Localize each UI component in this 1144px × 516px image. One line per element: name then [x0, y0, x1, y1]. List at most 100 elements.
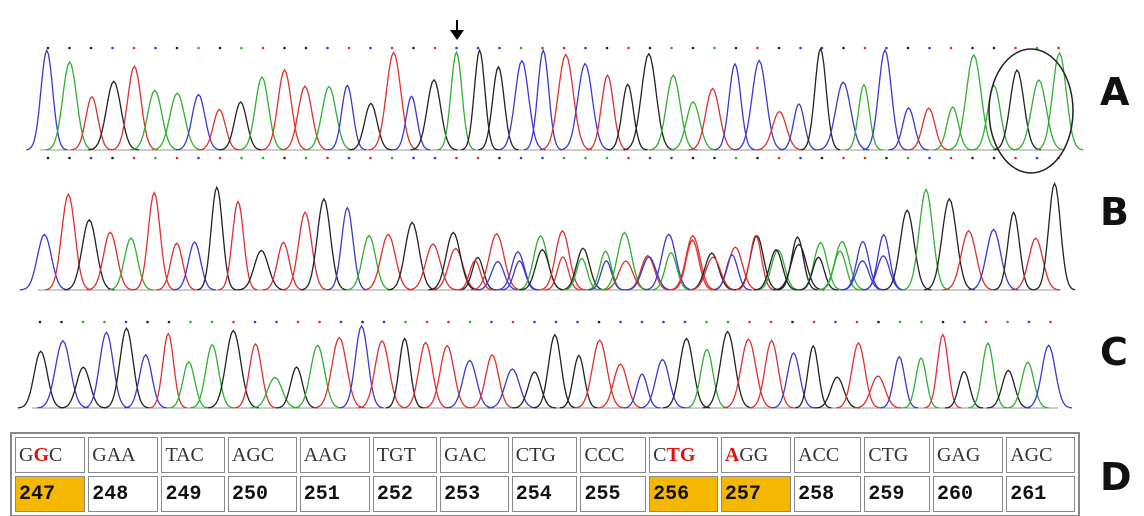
trace-peak [478, 65, 519, 151]
trace-peak [149, 332, 188, 409]
position-cell: 260 [932, 476, 1004, 512]
base-call-dot [562, 46, 566, 50]
trace-peak [702, 330, 753, 409]
codon-text: G [33, 443, 50, 466]
base-call-dot [468, 320, 472, 324]
trace-peak [942, 229, 995, 291]
trace-peak [748, 339, 795, 409]
base-call-dot [218, 156, 222, 160]
trace-peak [639, 358, 686, 409]
base-call-dot [447, 320, 450, 324]
codon-cell: TAC [161, 437, 225, 473]
trace-peak [559, 62, 611, 151]
base-call-dot [928, 156, 931, 160]
panel-label: B [1100, 190, 1129, 234]
trace-peak [734, 59, 784, 151]
trace-peak [902, 188, 950, 291]
base-call-dot [906, 46, 910, 50]
panel-label: A [1100, 70, 1130, 114]
base-call-dot [670, 46, 673, 50]
trace-peak [968, 228, 1019, 291]
base-call-dot [326, 156, 329, 160]
arrow-head [450, 30, 464, 40]
trace-peak [345, 234, 393, 291]
trace-peak [445, 359, 494, 409]
base-call-dot [111, 156, 114, 160]
trace-peak [392, 95, 431, 151]
base-call-dot [554, 320, 558, 324]
trace-peak [495, 250, 540, 291]
highlight-circle [988, 48, 1074, 174]
base-call-dot [971, 156, 974, 160]
base-call-dot [476, 46, 480, 50]
base-call-dot [38, 320, 42, 324]
trace-peak [45, 60, 94, 151]
trace-peak [60, 366, 107, 409]
base-call-dot [877, 320, 880, 324]
base-call-dot [648, 156, 652, 160]
trace-peak [649, 74, 698, 151]
trace-peak [234, 342, 277, 409]
codon-text: GG [739, 443, 769, 466]
trace-peak [544, 256, 582, 291]
base-call-dot [597, 320, 601, 324]
trace-peak [888, 106, 929, 151]
trace-peak [1025, 344, 1072, 409]
base-call-dot [863, 156, 867, 160]
trace-peak [207, 329, 259, 409]
base-call-dot [318, 320, 321, 324]
trace-peak [26, 48, 68, 151]
base-call-dot [541, 156, 544, 160]
trace-peak [108, 237, 154, 291]
base-call-dot [992, 156, 996, 160]
base-call-dot [498, 156, 501, 160]
codon-cell: AGC [227, 437, 297, 473]
base-call-dot [834, 320, 837, 324]
base-call-dot [713, 46, 716, 50]
base-call-dot [820, 156, 824, 160]
trace-peak [70, 95, 114, 151]
trace-peak [133, 191, 176, 291]
trace-peak [1035, 51, 1084, 151]
trace-peak [498, 59, 546, 151]
trace-peak [735, 234, 776, 291]
base-call-dot [777, 46, 781, 50]
base-call-dot [1057, 46, 1060, 50]
base-call-dot [863, 46, 867, 50]
trace-peak [563, 257, 601, 291]
trace-peak [64, 218, 115, 291]
trace-peak [533, 333, 577, 409]
base-call-dot [326, 46, 329, 50]
codon-text: CTG [868, 443, 909, 466]
trace-peak [670, 239, 715, 291]
trace-peak [596, 363, 644, 409]
base-call-dot [576, 320, 579, 324]
base-call-dot [562, 156, 566, 160]
trace-peak [712, 253, 752, 291]
base-call-dot [60, 320, 63, 324]
codon-text: A [724, 443, 740, 466]
base-call-dot [146, 320, 149, 324]
base-call-dot [683, 320, 687, 324]
trace-peak [410, 78, 458, 151]
position-cell: 248 [88, 476, 159, 512]
base-call-dot [433, 156, 437, 160]
trace-peak [574, 339, 625, 409]
position-cell: 249 [161, 476, 225, 512]
trace-peak [282, 211, 328, 291]
trace-peak [293, 344, 342, 409]
trace-peak [238, 75, 285, 151]
trace-peak [523, 48, 563, 151]
trace-peak [993, 211, 1034, 291]
trace-peak [669, 101, 717, 151]
base-call-dot [619, 320, 622, 324]
position-cell: 258 [794, 476, 862, 512]
trace-peak [650, 251, 692, 291]
trace-peak [817, 240, 868, 291]
base-call-dot [605, 156, 609, 160]
base-call-dot [369, 156, 372, 160]
trace-peak [623, 52, 675, 151]
trace-peak [19, 233, 69, 291]
codon-text: AGC [231, 443, 275, 466]
trace-peak [841, 240, 885, 291]
